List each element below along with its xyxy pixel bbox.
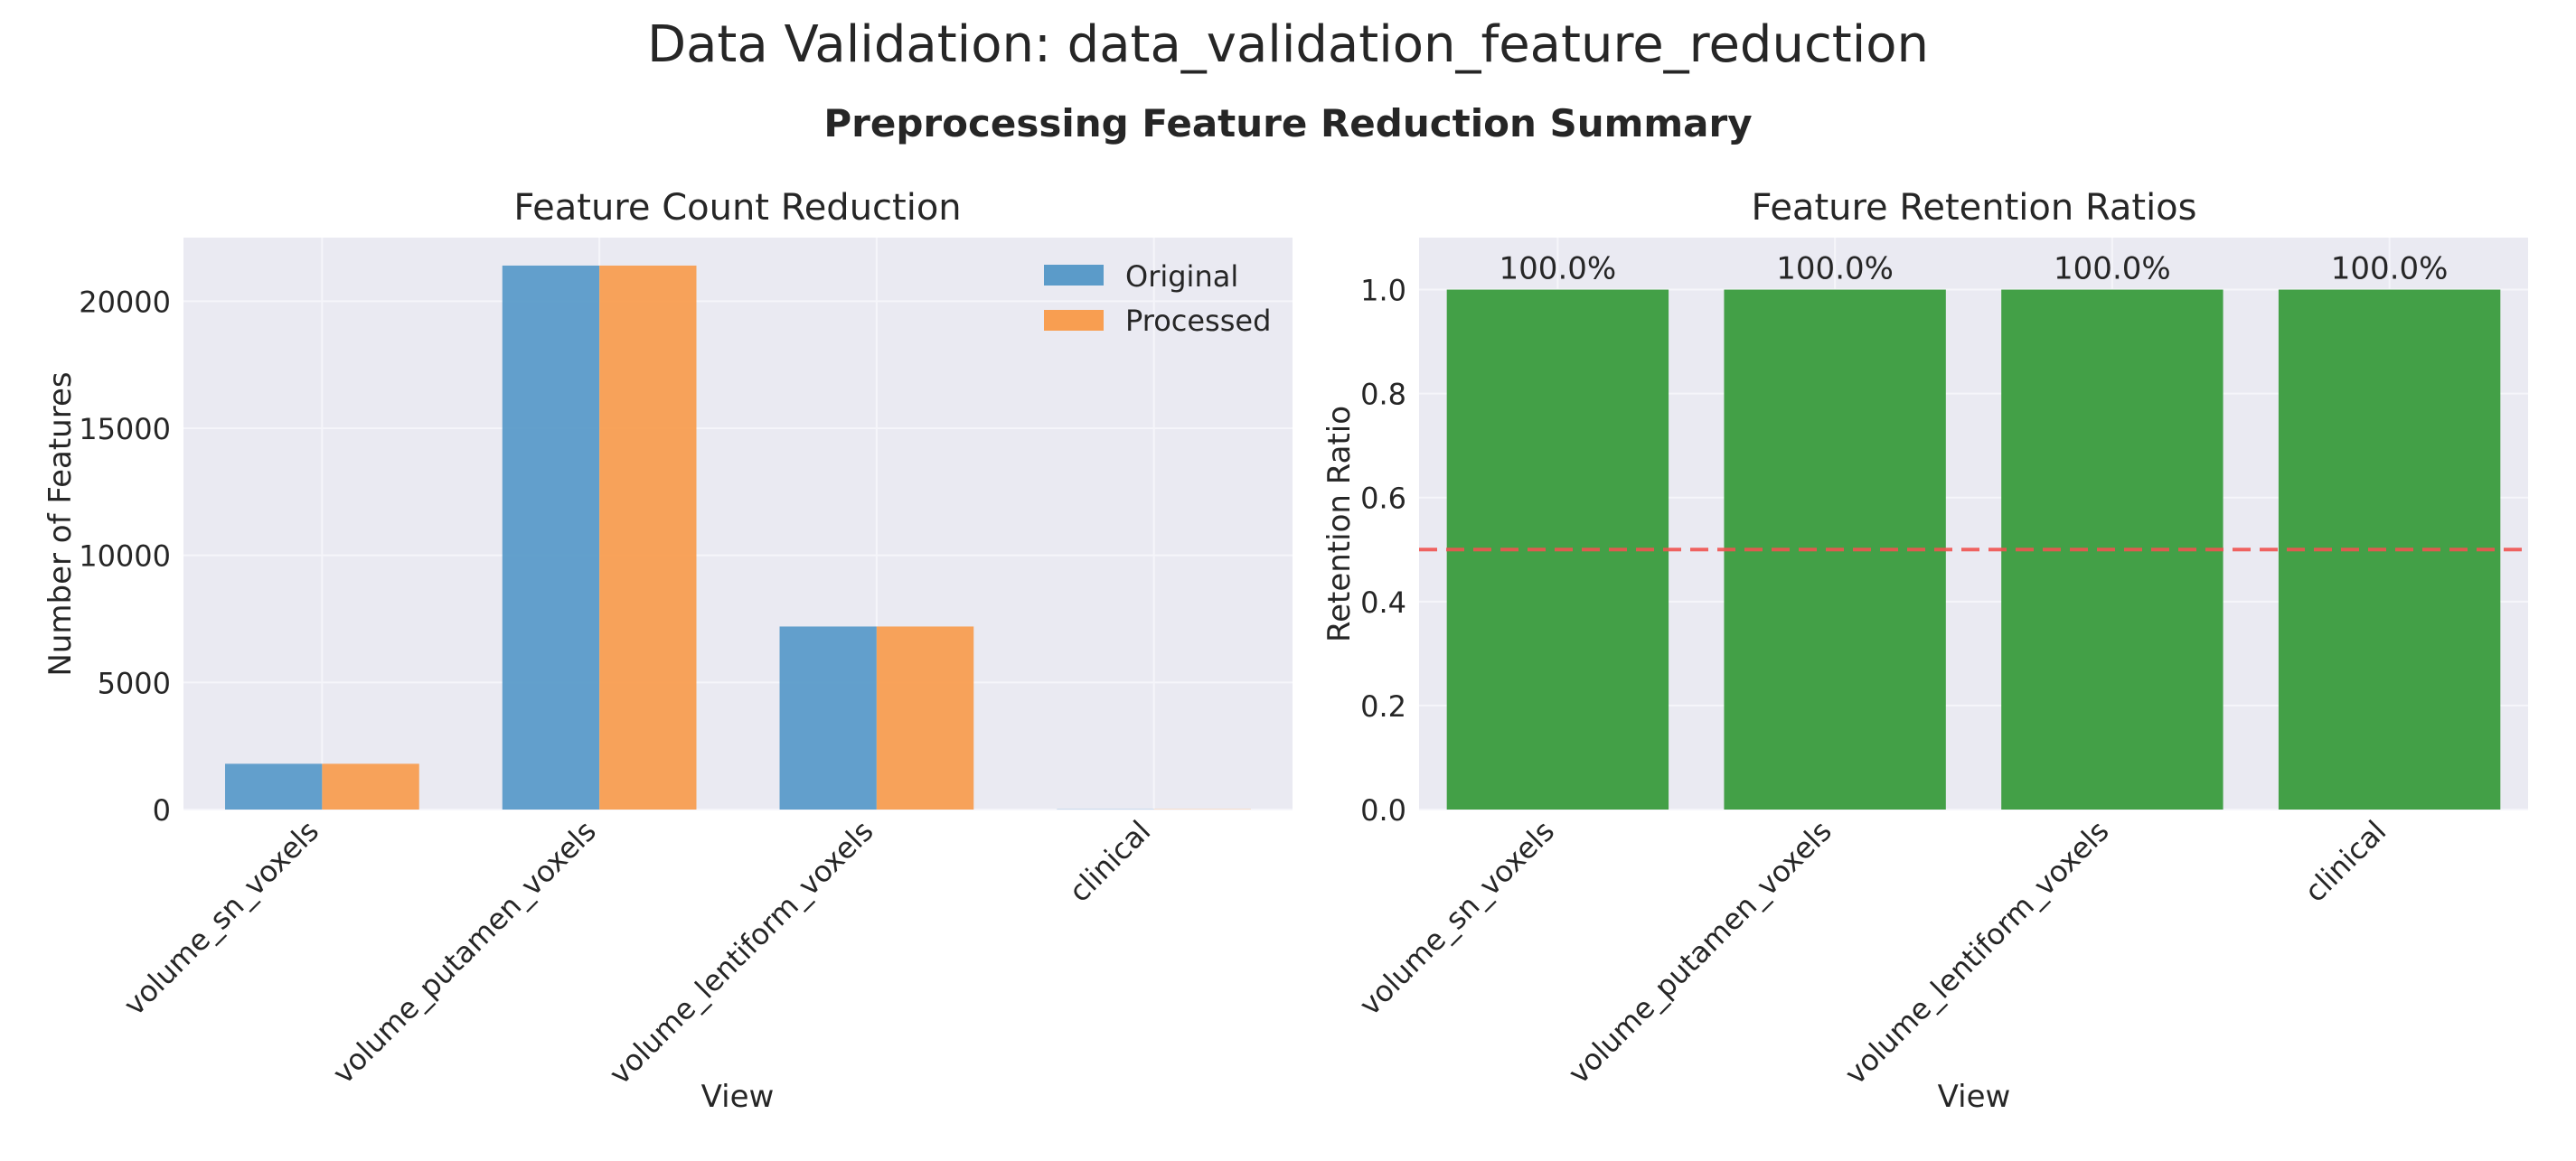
legend-label-processed: Processed xyxy=(1125,304,1271,338)
figure-suptitle: Data Validation: data_validation_feature… xyxy=(647,15,1929,74)
bar-value-label: 100.0% xyxy=(2331,251,2449,287)
x-tick-label: volume_putamen_voxels xyxy=(1561,814,1838,1091)
bar-value-labels: 100.0% 100.0% 100.0% 100.0% xyxy=(1500,251,2449,287)
y-axis-label: Number of Features xyxy=(42,371,79,676)
bar-original-volume_sn_voxels xyxy=(225,763,323,810)
x-axis: volume_sn_voxels volume_putamen_voxels vol… xyxy=(117,814,1157,1091)
x-axis-label: View xyxy=(1938,1079,2011,1115)
chart-title: Feature Count Reduction xyxy=(513,187,961,229)
y-tick-label: 20000 xyxy=(79,285,171,319)
x-tick-label: clinical xyxy=(1062,814,1157,909)
bar-processed-volume_putamen_voxels xyxy=(599,265,697,810)
y-tick-label: 5000 xyxy=(98,666,171,700)
y-tick-label: 0.6 xyxy=(1360,482,1406,516)
legend-swatch-original xyxy=(1044,265,1104,286)
bar-processed-volume_sn_voxels xyxy=(322,763,419,810)
bar-original-volume_lentiform_voxels xyxy=(779,626,877,810)
legend-label-original: Original xyxy=(1125,259,1238,294)
x-tick-label: volume_lentiform_voxels xyxy=(1838,814,2116,1091)
bar-value-label: 100.0% xyxy=(1776,251,1894,287)
legend: Original Processed xyxy=(1044,259,1271,338)
chart-title: Feature Retention Ratios xyxy=(1752,187,2197,229)
y-tick-label: 0.8 xyxy=(1360,378,1406,412)
y-axis: 0.0 0.2 0.4 0.6 0.8 1.0 xyxy=(1360,274,1406,828)
bar-value-label: 100.0% xyxy=(2054,251,2171,287)
x-tick-label: volume_lentiform_voxels xyxy=(603,814,880,1091)
bar-value-label: 100.0% xyxy=(1500,251,1617,287)
y-axis-label: Retention Ratio xyxy=(1321,406,1358,642)
y-tick-label: 10000 xyxy=(79,539,171,574)
x-axis: volume_sn_voxels volume_putamen_voxels vol… xyxy=(1352,814,2393,1091)
x-tick-label: volume_sn_voxels xyxy=(1352,814,1561,1023)
y-tick-label: 0 xyxy=(153,793,171,828)
y-tick-label: 0.4 xyxy=(1360,585,1406,620)
bar-processed-volume_lentiform_voxels xyxy=(876,626,974,810)
plot-area xyxy=(183,238,1293,810)
x-tick-label: clinical xyxy=(2298,814,2393,909)
y-tick-label: 0.2 xyxy=(1360,689,1406,724)
legend-swatch-processed xyxy=(1044,310,1104,331)
x-tick-label: volume_putamen_voxels xyxy=(325,814,602,1091)
y-tick-label: 15000 xyxy=(79,412,171,446)
x-axis-label: View xyxy=(701,1079,775,1115)
y-tick-label: 1.0 xyxy=(1360,274,1406,308)
bar-original-volume_putamen_voxels xyxy=(502,265,600,810)
figure-subtitle: Preprocessing Feature Reduction Summary xyxy=(823,101,1752,145)
bars xyxy=(225,265,1251,810)
y-tick-label: 0.0 xyxy=(1360,793,1406,828)
x-tick-label: volume_sn_voxels xyxy=(117,814,325,1023)
retention-ratio-chart: 100.0% 100.0% 100.0% 100.0% 0.0 0.2 0.4 0.6 0.8… xyxy=(1321,187,2528,1115)
y-axis: 0 5000 10000 15000 20000 xyxy=(79,285,171,828)
